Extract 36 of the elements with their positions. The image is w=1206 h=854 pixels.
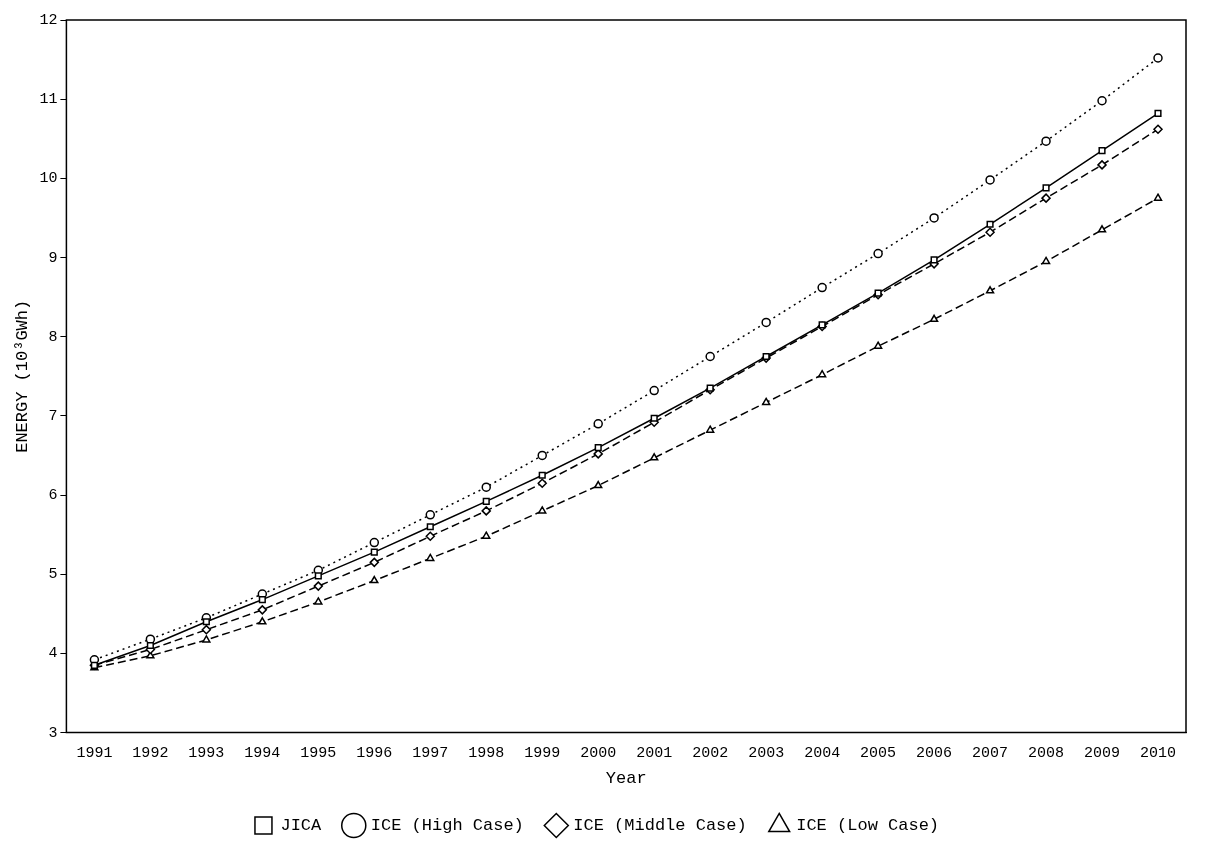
y-tick-label: 12 bbox=[39, 11, 58, 29]
x-tick-label: 2004 bbox=[804, 744, 841, 762]
x-tick-label: 2006 bbox=[916, 744, 953, 762]
y-tick-label: 7 bbox=[48, 407, 58, 425]
x-axis-title: Year bbox=[605, 769, 647, 789]
y-tick-label: 9 bbox=[48, 249, 58, 267]
y-tick-label: 5 bbox=[48, 566, 58, 584]
x-tick-label: 2010 bbox=[1140, 744, 1177, 762]
x-tick-label: 1994 bbox=[244, 744, 281, 762]
y-tick-label: 8 bbox=[48, 328, 58, 346]
legend-label: ICE (Middle Case) bbox=[573, 816, 747, 835]
x-tick-label: 2005 bbox=[860, 744, 897, 762]
legend-label: JICA bbox=[280, 816, 323, 835]
y-tick-label: 11 bbox=[39, 91, 58, 109]
y-tick-label: 6 bbox=[48, 487, 58, 505]
x-tick-label: 2009 bbox=[1084, 744, 1121, 762]
x-tick-label: 1993 bbox=[188, 744, 225, 762]
x-tick-label: 2001 bbox=[636, 744, 673, 762]
y-axis-title: ENERGY (10³GWh) bbox=[12, 299, 32, 453]
x-tick-label: 1996 bbox=[356, 744, 393, 762]
x-tick-label: 1991 bbox=[76, 744, 113, 762]
x-tick-label: 2007 bbox=[972, 744, 1009, 762]
y-tick-label: 10 bbox=[39, 170, 58, 188]
x-tick-label: 1998 bbox=[468, 744, 505, 762]
x-tick-label: 2003 bbox=[748, 744, 785, 762]
x-tick-label: 1997 bbox=[412, 744, 449, 762]
legend-label: ICE (High Case) bbox=[370, 816, 524, 835]
legend-label: ICE (Low Case) bbox=[796, 816, 940, 835]
y-tick-label: 3 bbox=[48, 724, 58, 742]
x-tick-label: 2002 bbox=[692, 744, 729, 762]
x-tick-label: 1992 bbox=[132, 744, 169, 762]
y-tick-label: 4 bbox=[48, 645, 58, 663]
x-tick-label: 2000 bbox=[580, 744, 617, 762]
x-tick-label: 1995 bbox=[300, 744, 337, 762]
x-tick-label: 2008 bbox=[1028, 744, 1065, 762]
x-tick-label: 1999 bbox=[524, 744, 561, 762]
